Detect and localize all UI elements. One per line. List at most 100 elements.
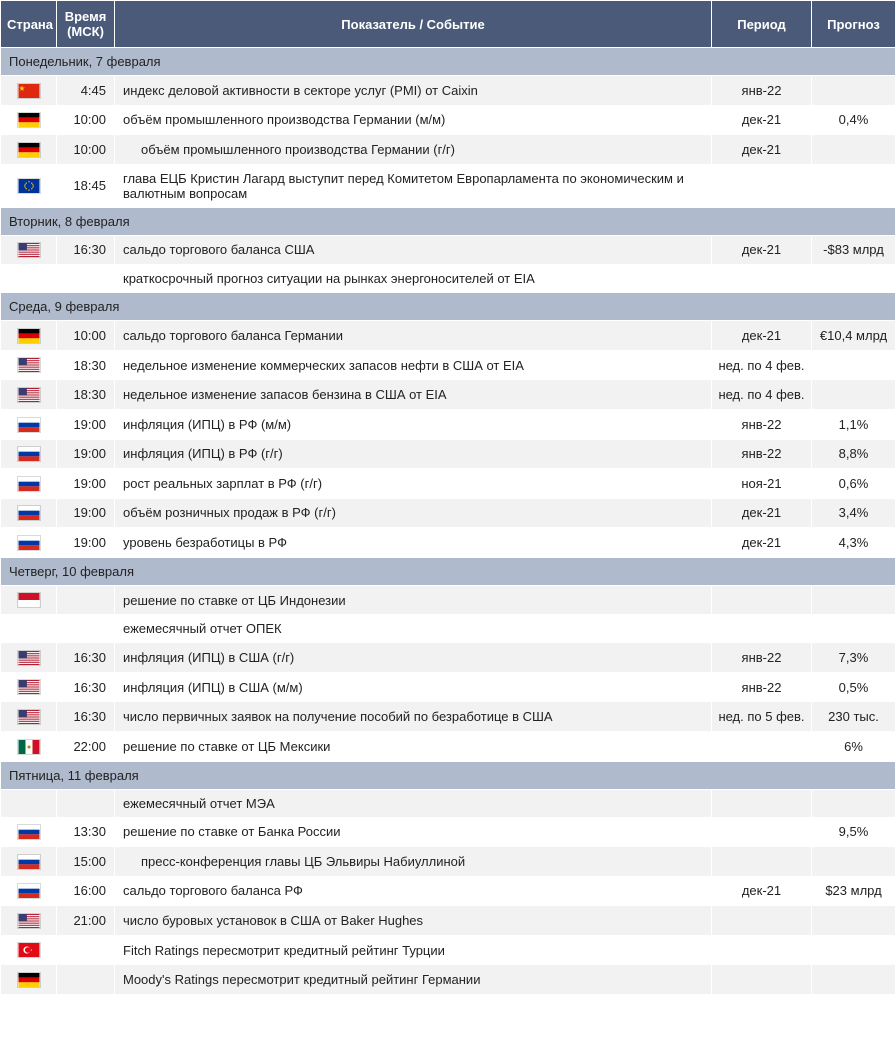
table-row: 18:30недельное изменение коммерческих за… <box>1 350 896 380</box>
cell-event: недельное изменение коммерческих запасов… <box>115 350 712 380</box>
cell-time: 16:30 <box>57 702 115 732</box>
cell-country <box>1 817 57 847</box>
cell-event: сальдо торгового баланса США <box>115 235 712 265</box>
cell-time: 16:00 <box>57 876 115 906</box>
cell-forecast <box>812 935 896 965</box>
cell-country <box>1 350 57 380</box>
cell-country <box>1 380 57 410</box>
russia-flag-icon <box>17 883 41 899</box>
day-header-label: Понедельник, 7 февраля <box>1 48 896 76</box>
cell-period <box>712 615 812 643</box>
cell-period: дек-21 <box>712 876 812 906</box>
event-text: объём промышленного производства Германи… <box>123 112 445 127</box>
russia-flag-icon <box>17 824 41 840</box>
cell-forecast <box>812 847 896 877</box>
cell-country <box>1 105 57 135</box>
event-text: недельное изменение запасов бензина в СШ… <box>123 387 447 402</box>
cell-forecast: -$83 млрд <box>812 235 896 265</box>
cell-event: инфляция (ИПЦ) в РФ (м/м) <box>115 409 712 439</box>
cell-period <box>712 164 812 207</box>
event-text: рост реальных зарплат в РФ (г/г) <box>123 476 322 491</box>
event-text: инфляция (ИПЦ) в США (г/г) <box>123 650 294 665</box>
cell-forecast <box>812 789 896 817</box>
cell-country <box>1 321 57 351</box>
event-text: сальдо торгового баланса Германии <box>123 328 343 343</box>
event-text: инфляция (ИПЦ) в РФ (м/м) <box>123 417 291 432</box>
table-row: 16:30сальдо торгового баланса СШАдек-21-… <box>1 235 896 265</box>
russia-flag-icon <box>17 446 41 462</box>
day-header-row: Понедельник, 7 февраля <box>1 48 896 76</box>
cell-period: дек-21 <box>712 105 812 135</box>
cell-event: число буровых установок в США от Baker H… <box>115 906 712 936</box>
cell-period: дек-21 <box>712 498 812 528</box>
cell-event: число первичных заявок на получение посо… <box>115 702 712 732</box>
cell-country <box>1 906 57 936</box>
event-text: сальдо торгового баланса РФ <box>123 883 303 898</box>
cell-forecast: 3,4% <box>812 498 896 528</box>
table-row: 10:00сальдо торгового баланса Германииде… <box>1 321 896 351</box>
cell-event: объём розничных продаж в РФ (г/г) <box>115 498 712 528</box>
cell-forecast: 0,6% <box>812 469 896 499</box>
cell-period: нед. по 5 фев. <box>712 702 812 732</box>
russia-flag-icon <box>17 417 41 433</box>
cell-forecast: 9,5% <box>812 817 896 847</box>
table-row: краткосрочный прогноз ситуации на рынках… <box>1 265 896 293</box>
cell-period: ноя-21 <box>712 469 812 499</box>
event-text: объём розничных продаж в РФ (г/г) <box>123 505 336 520</box>
header-time: Время (МСК) <box>57 1 115 48</box>
cell-period: янв-22 <box>712 76 812 106</box>
economic-calendar-table: Страна Время (МСК) Показатель / Событие … <box>0 0 896 995</box>
cell-event: рост реальных зарплат в РФ (г/г) <box>115 469 712 499</box>
cell-event: решение по ставке от ЦБ Мексики <box>115 732 712 762</box>
cell-event: инфляция (ИПЦ) в США (м/м) <box>115 672 712 702</box>
event-text: ежемесячный отчет ОПЕК <box>123 621 282 636</box>
cell-event: краткосрочный прогноз ситуации на рынках… <box>115 265 712 293</box>
day-header-row: Четверг, 10 февраля <box>1 557 896 585</box>
cell-time <box>57 265 115 293</box>
cell-forecast: 0,5% <box>812 672 896 702</box>
germany-flag-icon <box>17 972 41 988</box>
cell-forecast <box>812 135 896 165</box>
event-text: ежемесячный отчет МЭА <box>123 796 275 811</box>
cell-period: нед. по 4 фев. <box>712 380 812 410</box>
russia-flag-icon <box>17 505 41 521</box>
table-row: 16:30число первичных заявок на получение… <box>1 702 896 732</box>
cell-period <box>712 965 812 995</box>
cell-forecast <box>812 585 896 615</box>
usa-flag-icon <box>17 650 41 666</box>
cell-period: янв-22 <box>712 672 812 702</box>
table-row: 21:00число буровых установок в США от Ba… <box>1 906 896 936</box>
cell-period: дек-21 <box>712 321 812 351</box>
cell-time: 4:45 <box>57 76 115 106</box>
table-row: 19:00уровень безработицы в РФдек-214,3% <box>1 528 896 558</box>
event-text: инфляция (ИПЦ) в США (м/м) <box>123 680 303 695</box>
table-row: ежемесячный отчет МЭА <box>1 789 896 817</box>
cell-period: дек-21 <box>712 235 812 265</box>
germany-flag-icon <box>17 142 41 158</box>
day-header-row: Вторник, 8 февраля <box>1 207 896 235</box>
table-row: 18:45глава ЕЦБ Кристин Лагард выступит п… <box>1 164 896 207</box>
cell-country <box>1 585 57 615</box>
cell-time: 22:00 <box>57 732 115 762</box>
event-text: пресс-конференция главы ЦБ Эльвиры Набиу… <box>123 854 465 869</box>
cell-period <box>712 789 812 817</box>
cell-country <box>1 847 57 877</box>
cell-time: 19:00 <box>57 469 115 499</box>
usa-flag-icon <box>17 387 41 403</box>
cell-time: 19:00 <box>57 439 115 469</box>
header-forecast: Прогноз <box>812 1 896 48</box>
table-row: Moody's Ratings пересмотрит кредитный ре… <box>1 965 896 995</box>
cell-period: дек-21 <box>712 135 812 165</box>
cell-period <box>712 732 812 762</box>
cell-forecast <box>812 380 896 410</box>
cell-country <box>1 498 57 528</box>
cell-forecast: 6% <box>812 732 896 762</box>
cell-period <box>712 585 812 615</box>
cell-country <box>1 135 57 165</box>
event-text: решение по ставке от ЦБ Мексики <box>123 739 330 754</box>
cell-period <box>712 935 812 965</box>
header-country: Страна <box>1 1 57 48</box>
usa-flag-icon <box>17 357 41 373</box>
cell-event: Fitch Ratings пересмотрит кредитный рейт… <box>115 935 712 965</box>
cell-country <box>1 439 57 469</box>
